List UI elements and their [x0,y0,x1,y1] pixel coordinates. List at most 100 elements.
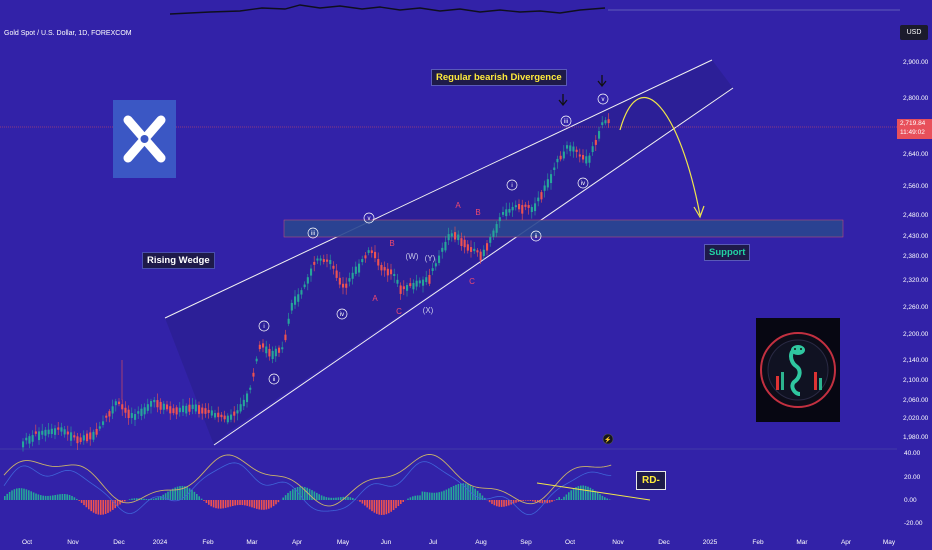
candle-body [607,119,610,124]
oscillator-bar [455,484,457,500]
candle-body [79,437,82,442]
candle-body [598,131,601,139]
oscillator-signal-line [3,454,612,507]
time-tick-label: Feb [202,539,214,546]
candle-body [127,409,130,419]
oscillator-bar [112,500,114,510]
wave-label: i [511,183,512,189]
oscillator-tick-label: 20.00 [904,474,921,481]
oscillator-bar [205,500,208,503]
oscillator-bar [212,500,215,508]
price-tick-label: 2,800.00 [903,95,929,102]
wave-label-circle [560,115,572,127]
oscillator-bar [498,500,500,507]
candle-body [303,284,306,288]
oscillator-bar [253,500,256,509]
oscillator-bar [426,492,428,500]
oscillator-bar [104,500,107,514]
oscillator-bar [469,485,472,500]
candle-body [396,279,399,284]
oscillator-bar [570,490,572,500]
candle-body [70,432,73,441]
oscillator-bar [73,497,76,500]
candle-body [287,318,290,324]
oscillator-bar [260,500,263,510]
oscillator-bar [349,497,352,500]
candle-body [310,268,313,276]
oscillator-bar [54,494,56,500]
oscillator-bar [18,488,20,500]
currency-button[interactable]: USD [900,25,928,40]
candle-body [188,404,191,412]
oscillator-bar [438,492,440,500]
oscillator-bar [100,500,102,515]
candle-body [431,268,434,272]
candle-body [319,258,322,261]
oscillator-bar [176,486,179,500]
navigator-line[interactable] [169,4,606,15]
oscillator-bar [133,498,136,500]
wedge-upper-line [164,59,713,319]
oscillator-bar [323,496,325,500]
candle-body [294,296,297,305]
wave-label: B [475,208,480,217]
time-tick-label: Nov [67,539,79,546]
oscillator-bar [476,490,479,500]
time-tick-label: Mar [796,539,808,546]
oscillator-bar [330,497,332,500]
oscillator-bar [239,500,241,505]
candle-body [588,155,591,163]
oscillator-bar [119,500,121,505]
oscillator-bar [409,497,412,500]
candle-body [553,167,556,171]
oscillator-bar [580,485,582,500]
oscillator-bar [59,494,61,500]
candle-body [198,405,201,414]
oscillator-bar [337,497,340,500]
candle-body [601,122,604,126]
wave-label-circle [268,373,280,385]
oscillator-bar [244,500,246,506]
snapshot-icon[interactable]: ⚡ [602,433,614,445]
candle-body [255,358,258,362]
oscillator-tick-label: -20.00 [904,520,923,527]
oscillator-bar [556,498,558,500]
candle-body [460,238,463,247]
candle-body [111,406,114,414]
projection-arrow-head [693,205,705,219]
candle-body [335,270,338,278]
time-tick-label: Jul [429,539,438,546]
oscillator-tick-label: 40.00 [904,450,921,457]
oscillator-bar [232,500,234,506]
oscillator-bar [16,488,18,500]
time-tick-label: Apr [292,539,303,546]
candle-body [300,290,303,295]
oscillator-bar [107,500,109,513]
oscillator-bar [270,500,272,508]
oscillator-bar [397,500,400,507]
oscillator-bar [344,496,347,500]
oscillator-bar [568,492,570,500]
oscillator-bar [152,498,155,500]
candle-body [559,155,562,160]
oscillator-bar [431,492,433,500]
oscillator-bar [76,498,78,500]
time-axis[interactable]: Oct Nov Dec 2024 Feb Mar Apr May Jun Jul Aug Sep Oct… [22,539,896,546]
wave-label-circle [530,230,542,242]
oscillator-bar [522,500,524,501]
rising-wedge-label: Rising Wedge [142,252,215,269]
oscillator-bar [124,500,126,502]
oscillator-bar [184,486,186,500]
oscillator-bar [44,495,47,500]
candle-body [76,436,79,444]
oscillator-bar [20,488,23,500]
price-axis[interactable]: 2,900.00 2,800.00 2,640.00 2,560.00 2,480.00… [903,59,929,441]
candle-body [530,207,533,213]
oscillator-bar [287,492,289,500]
oscillator-bar [174,487,176,500]
oscillator-bar [299,486,301,500]
candle-body [102,421,105,425]
oscillator-bar [227,500,229,508]
oscillator-axis[interactable]: 40.00 20.00 0.00 -20.00 [904,450,923,527]
